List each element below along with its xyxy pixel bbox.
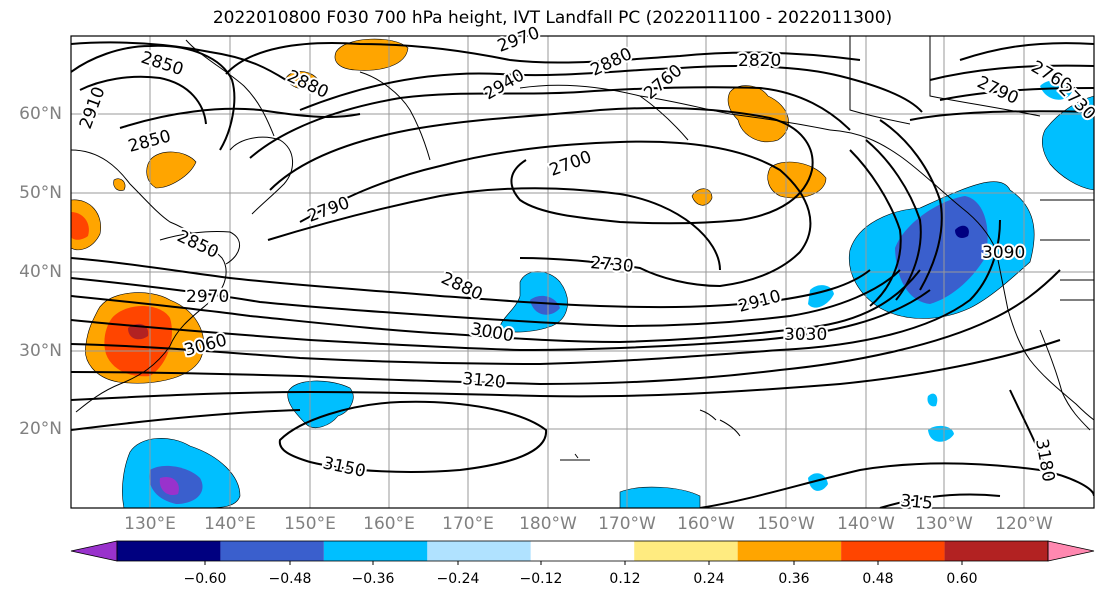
negative-ivt-shading — [122, 80, 1094, 508]
lon-label-130w: 130°W — [915, 514, 973, 534]
map-frame — [70, 35, 1095, 509]
contour-label: 3120 — [462, 369, 507, 393]
contour-label-halo: 2820 — [738, 51, 781, 71]
lat-label-50n: 50°N — [19, 183, 62, 203]
lon-label-140e: 140°E — [204, 514, 256, 534]
colorbar-tick-label: 0.48 — [862, 571, 894, 587]
lon-label-140w: 140°W — [837, 514, 895, 534]
colorbar-tick-label: 0.24 — [693, 571, 725, 587]
contour-labels: 2850285028802880291029102970297029402940… — [74, 21, 1101, 516]
lon-label-150e: 150°E — [284, 514, 336, 534]
map-title: 2022010800 F030 700 hPa height, IVT Land… — [212, 8, 893, 28]
contour-label-halo: 3030 — [784, 325, 827, 345]
contour-label-halo: 3090 — [982, 243, 1025, 263]
contour-label: 2820 — [738, 51, 781, 71]
colorbar-tick-label: 0.12 — [609, 571, 641, 587]
coastlines — [71, 36, 1094, 461]
lon-label-160e: 160°E — [363, 514, 415, 534]
lon-label-180w: 180°W — [519, 514, 577, 534]
lon-label-130e: 130°E — [124, 514, 176, 534]
colorbar-tick-label: 0.60 — [946, 571, 978, 587]
colorbar-tick-label: −0.36 — [351, 571, 395, 587]
lon-label-170e: 170°E — [442, 514, 494, 534]
graticule — [71, 36, 1094, 508]
colorbar-tick-label: −0.60 — [183, 571, 227, 587]
contour-label-halo: 2970 — [186, 287, 229, 307]
lon-label-170w: 170°W — [598, 514, 656, 534]
colorbar-tick-label: −0.12 — [519, 571, 563, 587]
lat-label-40n: 40°N — [19, 262, 62, 282]
contour-label-halo: 2730 — [590, 253, 635, 277]
contour-label: 3090 — [982, 243, 1025, 263]
lat-label-30n: 30°N — [19, 341, 62, 361]
contour-label-halo: 315 — [900, 491, 934, 514]
height-contours — [71, 41, 1094, 508]
lon-label-120w: 120°W — [995, 514, 1053, 534]
contour-label: 2730 — [590, 253, 635, 277]
colorbar-tick-label: 0.36 — [778, 571, 810, 587]
contour-label: 315 — [900, 491, 934, 514]
colorbar-tick-label: −0.24 — [436, 571, 480, 587]
lon-label-150w: 150°W — [757, 514, 815, 534]
lon-label-160w: 160°W — [677, 514, 735, 534]
lat-label-20n: 20°N — [19, 419, 62, 439]
contour-label: 3030 — [784, 325, 827, 345]
contour-label: 2970 — [186, 287, 229, 307]
colorbar-tick-label: −0.48 — [268, 571, 312, 587]
lat-label-60n: 60°N — [19, 104, 62, 124]
